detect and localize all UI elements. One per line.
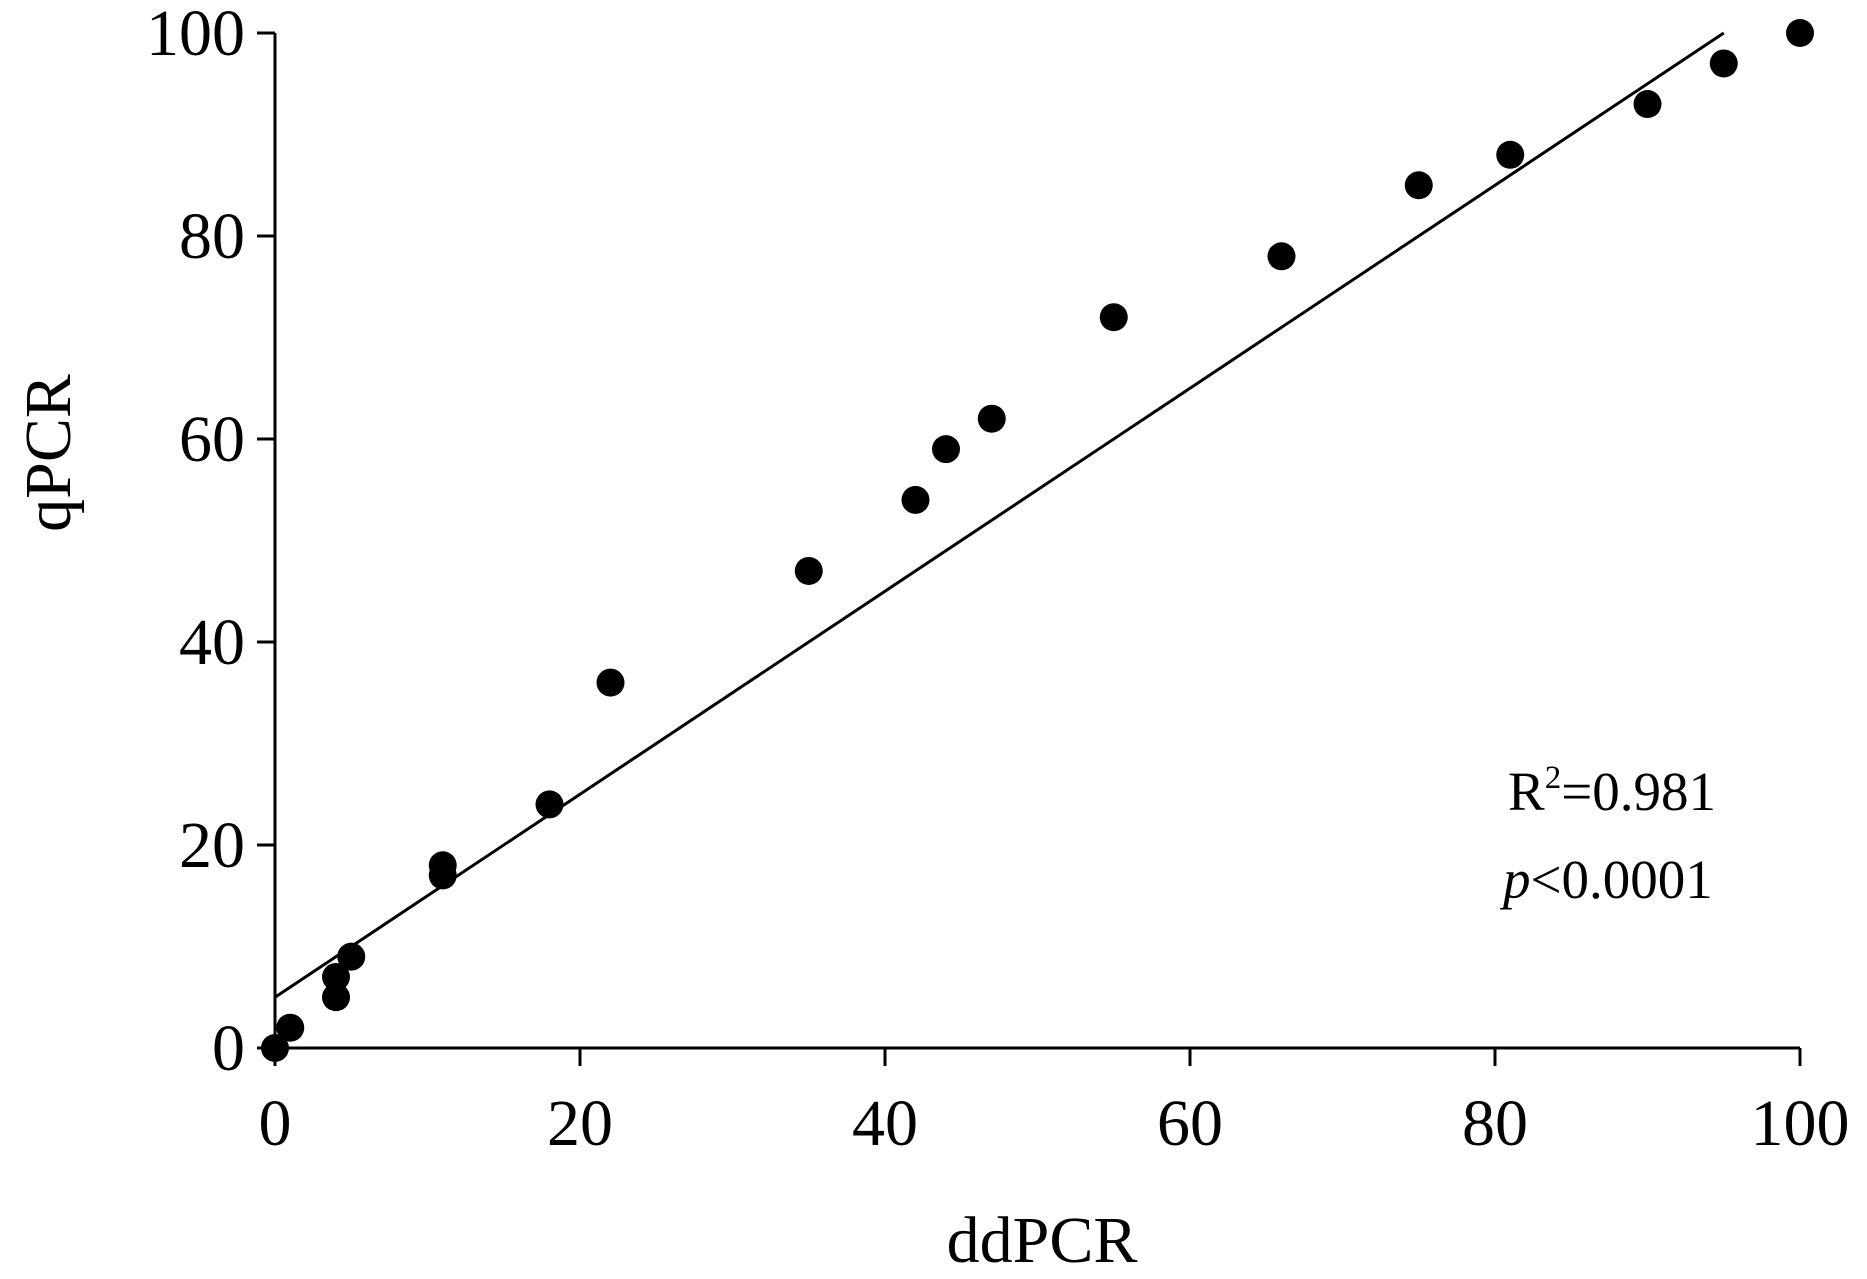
data-point	[276, 1013, 305, 1042]
data-point	[1633, 90, 1662, 119]
r2-value: =0.981	[1561, 761, 1716, 822]
x-tick-label: 20	[547, 1087, 613, 1160]
y-tick-label: 80	[179, 200, 245, 273]
y-tick-label: 20	[179, 809, 245, 882]
p-letter: p	[1499, 849, 1531, 910]
data-point	[1496, 140, 1525, 169]
data-point	[428, 861, 457, 890]
data-point	[794, 556, 823, 585]
x-axis-title: ddPCR	[947, 1204, 1138, 1277]
data-point	[322, 983, 350, 1012]
data-point	[322, 962, 350, 991]
data-point	[1709, 49, 1738, 78]
y-tick-label: 40	[179, 606, 245, 679]
data-point	[1099, 303, 1128, 332]
x-tick-label: 40	[852, 1087, 918, 1160]
y-tick-label: 100	[146, 0, 245, 70]
regression-line-group	[274, 31, 1725, 999]
data-point	[901, 485, 930, 514]
y-tick-label: 60	[179, 403, 245, 476]
data-point	[1404, 171, 1433, 200]
r2-letter: R	[1508, 761, 1545, 822]
x-axis-ticks: 0 20 40 60 80 100	[259, 1048, 1850, 1160]
x-tick-label: 100	[1751, 1087, 1850, 1160]
data-point	[932, 435, 960, 464]
svg-text:p<0.0001: p<0.0001	[1499, 849, 1713, 910]
axes	[273, 33, 1800, 1050]
data-point	[1786, 19, 1814, 47]
data-point	[977, 404, 1006, 433]
y-axis-title: qPCR	[12, 374, 85, 532]
data-point	[1267, 242, 1296, 271]
data-point	[535, 790, 564, 819]
data-point	[261, 1034, 289, 1062]
data-point	[337, 942, 366, 971]
data-point	[596, 668, 625, 697]
r2-annotation: R2=0.981	[1508, 760, 1716, 822]
regression-line	[274, 31, 1725, 999]
svg-text:R2=0.981: R2=0.981	[1508, 760, 1716, 822]
x-tick-label: 80	[1462, 1087, 1528, 1160]
x-tick-label: 60	[1157, 1087, 1223, 1160]
data-points	[261, 19, 1814, 1062]
y-axis-ticks: 0 20 40 60 80 100	[146, 0, 275, 1085]
x-tick-label: 0	[259, 1087, 292, 1160]
r2-superscript: 2	[1545, 760, 1562, 796]
p-value: <0.0001	[1531, 849, 1713, 910]
p-annotation: p<0.0001	[1499, 849, 1713, 910]
y-tick-label: 0	[212, 1012, 245, 1085]
